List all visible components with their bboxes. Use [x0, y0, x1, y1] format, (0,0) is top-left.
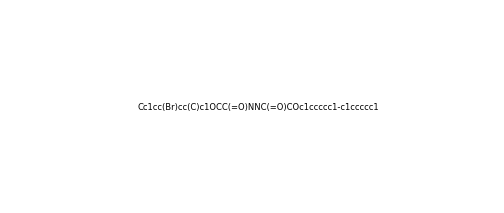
Text: Cc1cc(Br)cc(C)c1OCC(=O)NNC(=O)COc1ccccc1-c1ccccc1: Cc1cc(Br)cc(C)c1OCC(=O)NNC(=O)COc1ccccc1… [138, 103, 379, 112]
